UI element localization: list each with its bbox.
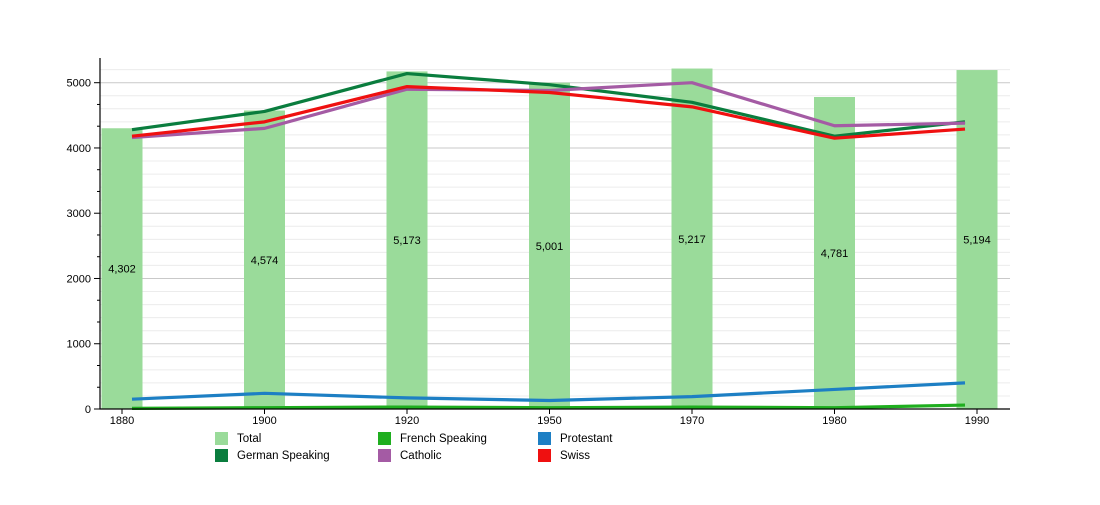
bar-value-label: 4,781 bbox=[821, 248, 849, 260]
series-line-swiss bbox=[131, 85, 966, 140]
bar-value-label: 5,173 bbox=[393, 235, 421, 247]
x-tick-label: 1900 bbox=[252, 415, 276, 427]
y-tick-label: 3000 bbox=[67, 208, 91, 220]
legend-column-3: Protestant Swiss bbox=[538, 430, 612, 464]
y-tick-label: 4000 bbox=[67, 143, 91, 155]
bar-value-label: 4,574 bbox=[251, 255, 279, 267]
series-line-french-speaking bbox=[131, 403, 966, 410]
total-color-swatch-icon bbox=[215, 432, 228, 445]
legend-item-swiss: Swiss bbox=[538, 447, 612, 464]
legend-label: Total bbox=[237, 432, 262, 445]
total-bar bbox=[244, 110, 285, 409]
legend-label: Protestant bbox=[560, 432, 613, 445]
german-speaking-color-swatch-icon bbox=[215, 449, 228, 462]
y-tick-label: 2000 bbox=[67, 273, 91, 285]
x-tick-label: 1970 bbox=[680, 415, 704, 427]
bar-value-label: 4,302 bbox=[108, 264, 136, 276]
y-tick-label: 0 bbox=[85, 404, 91, 416]
total-bar bbox=[386, 71, 428, 409]
x-tick-label: 1990 bbox=[965, 415, 989, 427]
legend-column-1: Total German Speaking bbox=[215, 430, 330, 464]
total-bar bbox=[671, 68, 713, 410]
x-tick-label: 1980 bbox=[822, 415, 846, 427]
x-tick-label: 1880 bbox=[110, 415, 134, 427]
french-speaking-color-swatch-icon bbox=[378, 432, 391, 445]
legend-label: Catholic bbox=[400, 449, 442, 462]
legend-label: Swiss bbox=[560, 449, 591, 462]
y-tick-label: 5000 bbox=[67, 78, 91, 90]
bar-value-label: 5,194 bbox=[963, 235, 991, 247]
total-bar bbox=[101, 128, 143, 410]
series-line-catholic bbox=[131, 81, 966, 140]
total-bar bbox=[529, 82, 570, 410]
total-bar bbox=[956, 70, 998, 410]
x-tick-label: 1950 bbox=[537, 415, 561, 427]
bar-value-label: 5,001 bbox=[536, 241, 564, 253]
legend-label: German Speaking bbox=[237, 449, 330, 462]
legend-column-2: French Speaking Catholic bbox=[378, 430, 487, 464]
legend-item-french-speaking: French Speaking bbox=[378, 430, 487, 447]
legend-item-protestant: Protestant bbox=[538, 430, 612, 447]
legend-item-catholic: Catholic bbox=[378, 447, 487, 464]
total-bar bbox=[814, 96, 855, 409]
protestant-color-swatch-icon bbox=[538, 432, 551, 445]
legend: Total German Speaking French Speaking Ca… bbox=[0, 430, 1100, 470]
legend-item-german-speaking: German Speaking bbox=[215, 447, 330, 464]
swiss-color-swatch-icon bbox=[538, 449, 551, 462]
x-tick-label: 1920 bbox=[395, 415, 419, 427]
series-line-german-speaking bbox=[131, 71, 966, 138]
series-line-protestant bbox=[131, 381, 966, 403]
legend-item-total: Total bbox=[215, 430, 330, 447]
catholic-color-swatch-icon bbox=[378, 449, 391, 462]
y-tick-label: 1000 bbox=[67, 339, 91, 351]
legend-label: French Speaking bbox=[400, 432, 487, 445]
bar-value-label: 5,217 bbox=[678, 234, 706, 246]
